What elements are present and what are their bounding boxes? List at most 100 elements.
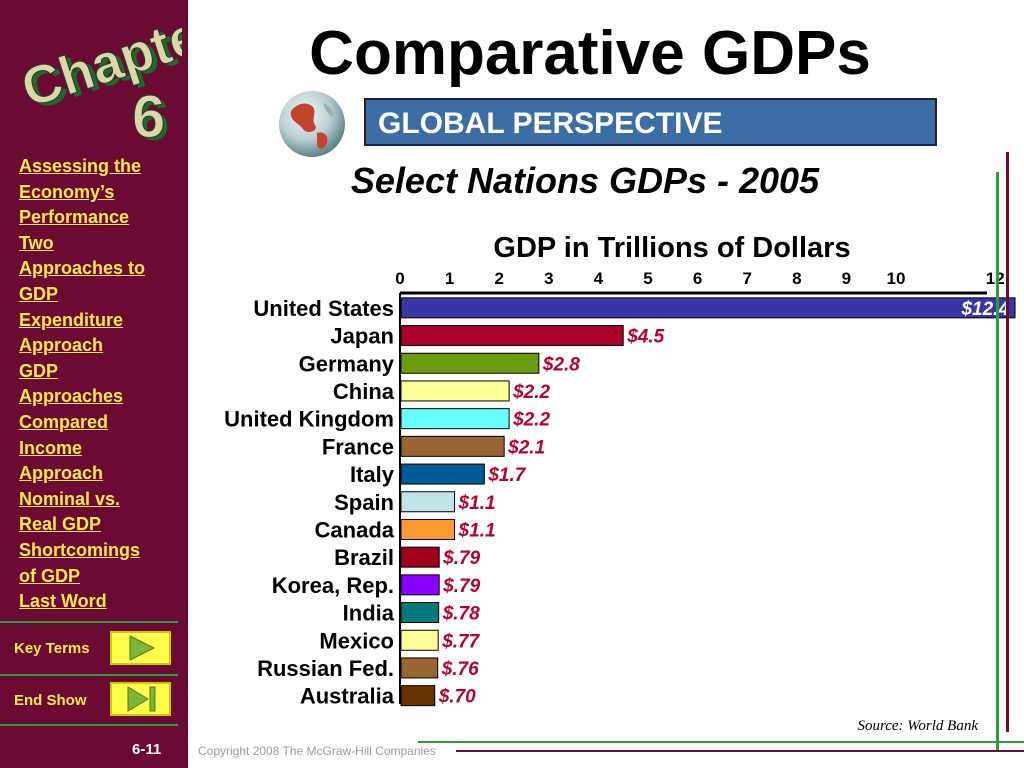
tick-label: 2	[494, 269, 503, 288]
data-label: $1.7	[487, 465, 526, 486]
nav-link-two-approaches[interactable]: Approaches to	[19, 258, 146, 279]
data-label: $2.2	[512, 382, 550, 403]
page-title: Comparative GDPs	[309, 19, 871, 88]
data-label: $2.2	[512, 410, 550, 431]
nav-link-last-word[interactable]: Last Word	[19, 591, 107, 612]
chapter-logo-number: 6	[132, 83, 165, 146]
bar	[400, 602, 440, 624]
page-number: 6-11	[132, 741, 162, 758]
sidebar: Chapter Chapter 6 6 Assessing the Econom…	[0, 0, 188, 768]
chapter-logo-number: 6	[136, 86, 169, 146]
category-label: Canada	[315, 517, 395, 542]
bar	[400, 546, 440, 568]
end-show-label: End Show	[14, 692, 87, 709]
global-perspective-banner: GLOBAL PERSPECTIVE	[364, 98, 937, 146]
nav-link-shortcomings[interactable]: of GDP	[19, 565, 80, 586]
decorative-line	[418, 741, 1024, 743]
globe-icon	[279, 91, 345, 157]
chapter-logo: Chapter Chapter 6 6	[14, 4, 182, 146]
nav-link-expenditure[interactable]: Approach	[19, 335, 104, 356]
bar	[400, 435, 505, 457]
tick-label: 10	[887, 269, 906, 288]
bar	[400, 463, 485, 485]
tick-label: 3	[544, 269, 553, 288]
end-show-button[interactable]	[110, 682, 171, 716]
nav-link-assessing[interactable]: Assessing the	[19, 156, 142, 176]
nav-link-expenditure[interactable]: Expenditure	[19, 309, 124, 330]
category-label: Spain	[334, 490, 394, 515]
play-icon	[129, 635, 156, 661]
chart-subtitle: Select Nations GDPs - 2005	[350, 160, 820, 201]
data-label: $.78	[442, 604, 480, 625]
bar	[400, 297, 1016, 319]
nav-link-approaches-compared[interactable]: Compared	[19, 411, 109, 432]
sidebar-divider	[0, 674, 178, 676]
data-label: $1.1	[458, 520, 496, 541]
data-label: $.79	[442, 548, 480, 569]
category-label: Brazil	[334, 545, 394, 570]
banner-text: GLOBAL PERSPECTIVE	[378, 107, 723, 140]
sidebar-divider	[0, 621, 178, 623]
bar	[400, 629, 439, 651]
tick-label: 5	[643, 269, 652, 288]
data-label: $2.8	[542, 354, 580, 375]
data-label: $2.1	[507, 437, 545, 458]
nav-links: Assessing the Economy’s Performance Two …	[19, 154, 184, 615]
bar	[400, 380, 510, 402]
category-label: Australia	[300, 684, 395, 709]
tick-label: 0	[395, 269, 404, 288]
category-label: India	[343, 601, 395, 626]
nav-link-shortcomings[interactable]: Shortcomings	[19, 539, 141, 560]
category-label: France	[322, 434, 394, 459]
bar	[400, 491, 456, 513]
tick-label: 12	[986, 269, 1005, 288]
bar	[400, 518, 456, 540]
data-label: $4.5	[626, 327, 664, 348]
nav-link-nominal-real[interactable]: Nominal vs.	[19, 488, 121, 509]
copyright-text: Copyright 2008 The McGraw-Hill Companies	[198, 744, 436, 758]
key-terms-button[interactable]	[110, 631, 171, 665]
category-label: United States	[253, 296, 394, 321]
decorative-line	[456, 750, 1024, 752]
category-label: China	[333, 379, 395, 404]
category-label: Korea, Rep.	[272, 573, 394, 598]
sidebar-divider	[0, 724, 178, 726]
data-label: $12.4	[960, 299, 1009, 320]
bar	[400, 685, 436, 707]
nav-link-two-approaches[interactable]: Two	[19, 232, 54, 253]
data-label: $.77	[441, 631, 480, 652]
nav-link-assessing[interactable]: Performance	[19, 207, 130, 228]
data-label: $1.1	[458, 493, 496, 514]
decorative-line	[996, 172, 999, 752]
nav-link-nominal-real[interactable]: Real GDP	[19, 514, 102, 535]
tick-label: 9	[842, 269, 851, 288]
decorative-line	[1006, 152, 1009, 732]
skip-end-icon	[127, 686, 156, 712]
tick-label: 1	[445, 269, 454, 288]
tick-label: 4	[594, 269, 604, 288]
nav-link-approaches-compared[interactable]: GDP	[19, 360, 59, 381]
bar	[400, 574, 440, 596]
nav-link-approaches-compared[interactable]: Approaches	[19, 386, 124, 407]
bar	[400, 352, 540, 374]
data-label: $.79	[442, 576, 480, 597]
category-label: Mexico	[319, 628, 394, 653]
nav-link-assessing[interactable]: Economy’s	[19, 181, 115, 202]
source-note: Source: World Bank	[857, 718, 978, 734]
category-label: United Kingdom	[224, 407, 394, 432]
category-label: Germany	[299, 351, 395, 376]
category-label: Japan	[330, 324, 394, 349]
bar	[400, 657, 439, 679]
nav-link-income[interactable]: Income	[19, 437, 83, 458]
key-terms-label: Key Terms	[14, 640, 90, 657]
category-label: Russian Fed.	[257, 656, 394, 681]
nav-link-income[interactable]: Approach	[19, 463, 104, 484]
bar	[400, 325, 624, 347]
category-label: Italy	[350, 462, 395, 487]
data-label: $.70	[438, 687, 476, 708]
bar	[400, 408, 510, 430]
tick-label: 8	[792, 269, 801, 288]
tick-label: 7	[742, 269, 751, 288]
nav-link-two-approaches[interactable]: GDP	[19, 283, 59, 304]
